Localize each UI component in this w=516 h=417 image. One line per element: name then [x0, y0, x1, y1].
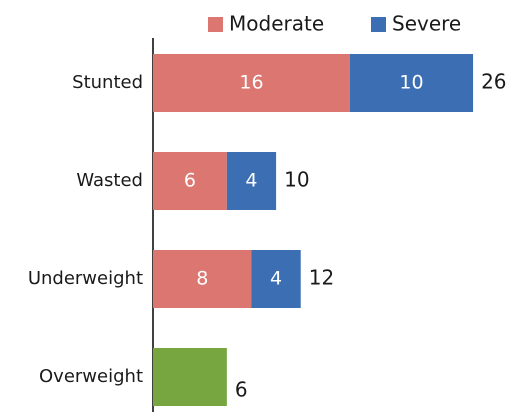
legend-label: Severe: [392, 12, 461, 36]
category-label: Wasted: [76, 170, 143, 191]
bar-segment: [349, 54, 474, 112]
legend-swatch: [208, 17, 223, 32]
total-label: 6: [235, 378, 248, 402]
segment-label: 6: [184, 170, 196, 192]
bar-segment: [153, 348, 227, 406]
segment-label: 4: [270, 268, 282, 290]
category-label: Underweight: [28, 268, 143, 289]
segment-label: 16: [239, 72, 263, 94]
bar-segment: [153, 54, 350, 112]
category-label: Stunted: [72, 72, 143, 93]
category-label: Overweight: [39, 366, 143, 387]
legend-swatch: [371, 17, 386, 32]
bar-segment: [226, 152, 277, 210]
bar-segment: [251, 250, 301, 308]
segment-label: 10: [399, 72, 423, 94]
segment-label: 4: [245, 170, 257, 192]
segment-label: 8: [196, 268, 208, 290]
total-label: 26: [481, 70, 506, 94]
total-label: 10: [284, 168, 309, 192]
bar-segment: [153, 250, 252, 308]
total-label: 12: [309, 266, 334, 290]
bar-segment: [153, 152, 227, 210]
legend-label: Moderate: [229, 12, 324, 36]
